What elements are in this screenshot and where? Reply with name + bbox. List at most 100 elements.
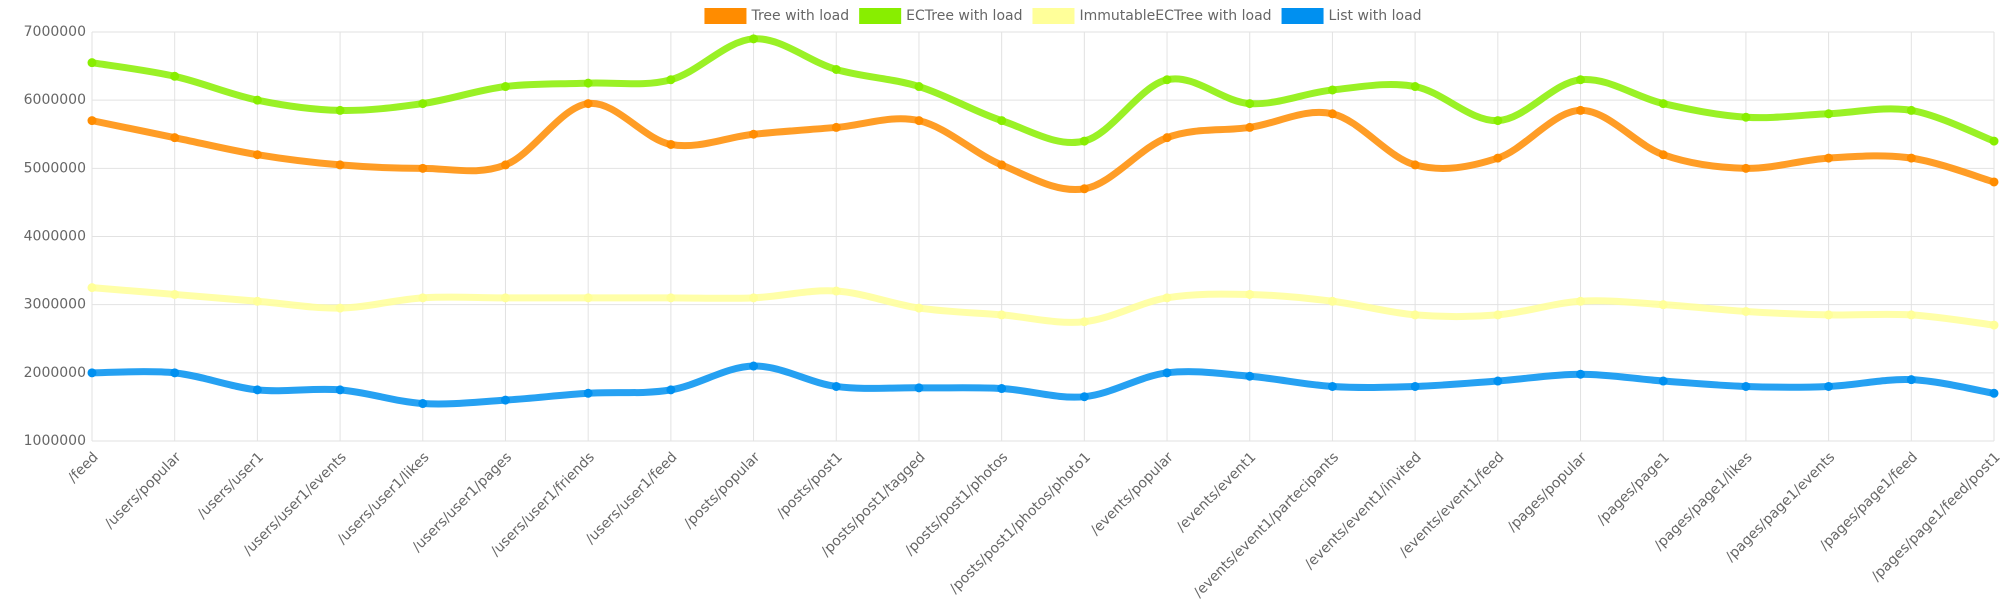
data-point bbox=[1741, 163, 1751, 173]
data-point bbox=[1989, 177, 1999, 187]
data-point bbox=[1576, 369, 1586, 379]
data-point bbox=[1493, 376, 1503, 386]
data-point bbox=[1410, 381, 1420, 391]
data-point bbox=[1824, 381, 1834, 391]
data-point bbox=[1989, 136, 1999, 146]
x-tick-label: /users/user1/likes bbox=[334, 449, 432, 547]
data-point bbox=[1824, 109, 1834, 119]
data-point bbox=[500, 395, 510, 405]
data-point bbox=[170, 133, 180, 143]
y-tick-label: 2000000 bbox=[24, 365, 86, 381]
legend-label: ECTree with load bbox=[906, 8, 1022, 24]
data-point bbox=[1576, 105, 1586, 115]
data-point bbox=[1245, 99, 1255, 109]
data-point bbox=[583, 78, 593, 88]
data-point bbox=[170, 289, 180, 299]
data-point bbox=[1493, 116, 1503, 126]
legend-swatch bbox=[1032, 8, 1075, 24]
data-point bbox=[1493, 310, 1503, 320]
data-point bbox=[1741, 112, 1751, 122]
x-tick-label: /pages/page1 bbox=[1594, 449, 1673, 528]
series-line bbox=[91, 362, 1995, 408]
legend-item: ECTree with load bbox=[859, 8, 1022, 24]
data-point bbox=[1658, 150, 1668, 160]
legend-label: ImmutableECTree with load bbox=[1079, 8, 1271, 24]
y-tick-label: 1000000 bbox=[24, 433, 86, 449]
x-tick-label: /events/event1 bbox=[1174, 449, 1260, 535]
x-tick-label: /posts/post1 bbox=[774, 449, 846, 521]
data-point bbox=[749, 293, 759, 303]
y-tick-label: 6000000 bbox=[24, 92, 86, 108]
y-tick-label: 7000000 bbox=[24, 24, 86, 40]
data-point bbox=[1079, 392, 1089, 402]
data-point bbox=[749, 129, 759, 139]
data-point bbox=[1658, 376, 1668, 386]
data-point bbox=[252, 150, 262, 160]
data-point bbox=[335, 385, 345, 395]
data-point bbox=[1079, 136, 1089, 146]
data-point bbox=[997, 310, 1007, 320]
data-point bbox=[1906, 310, 1916, 320]
data-point bbox=[418, 399, 428, 409]
data-point bbox=[583, 388, 593, 398]
data-point bbox=[1410, 160, 1420, 170]
y-tick-label: 5000000 bbox=[24, 160, 86, 176]
data-point bbox=[418, 163, 428, 173]
x-tick-label: /events/event1/partecipants bbox=[1191, 449, 1342, 600]
data-point bbox=[87, 368, 97, 378]
data-point bbox=[1989, 320, 1999, 330]
data-point bbox=[418, 293, 428, 303]
data-point bbox=[1741, 381, 1751, 391]
legend-label: Tree with load bbox=[750, 8, 849, 24]
data-point bbox=[1493, 153, 1503, 163]
data-point bbox=[583, 293, 593, 303]
data-point bbox=[1079, 317, 1089, 327]
data-point bbox=[252, 95, 262, 105]
data-point bbox=[1410, 310, 1420, 320]
x-tick-label: /users/user1/feed bbox=[583, 449, 681, 547]
data-point bbox=[500, 82, 510, 92]
series bbox=[87, 99, 1999, 194]
data-point bbox=[1658, 99, 1668, 109]
legend-swatch bbox=[1281, 8, 1324, 24]
data-point bbox=[1658, 300, 1668, 310]
data-point bbox=[583, 99, 593, 109]
data-point bbox=[1906, 105, 1916, 115]
x-tick-label: /events/popular bbox=[1088, 449, 1177, 538]
data-point bbox=[666, 75, 676, 85]
series-line bbox=[91, 100, 1995, 194]
data-point bbox=[914, 383, 924, 393]
legend-item: List with load bbox=[1281, 8, 1422, 24]
data-point bbox=[914, 82, 924, 92]
series bbox=[87, 361, 1999, 409]
data-point bbox=[831, 381, 841, 391]
data-point bbox=[666, 385, 676, 395]
data-point bbox=[170, 71, 180, 81]
data-point bbox=[500, 160, 510, 170]
data-point bbox=[1245, 122, 1255, 132]
legend-label: List with load bbox=[1329, 8, 1422, 24]
x-tick-label: /posts/post1/photos/photo1 bbox=[947, 449, 1094, 596]
data-point bbox=[500, 293, 510, 303]
data-point bbox=[87, 283, 97, 293]
data-point bbox=[914, 116, 924, 126]
y-tick-label: 3000000 bbox=[24, 297, 86, 313]
data-point bbox=[1079, 184, 1089, 194]
data-point bbox=[831, 122, 841, 132]
series-line bbox=[91, 35, 1996, 146]
legend-swatch bbox=[859, 8, 902, 24]
data-point bbox=[1327, 85, 1337, 95]
data-point bbox=[997, 116, 1007, 126]
y-tick-label: 4000000 bbox=[24, 229, 86, 245]
data-point bbox=[1162, 75, 1172, 85]
data-point bbox=[831, 286, 841, 296]
data-point bbox=[1989, 388, 1999, 398]
data-point bbox=[1327, 296, 1337, 306]
data-point bbox=[335, 160, 345, 170]
data-point bbox=[1162, 368, 1172, 378]
data-point bbox=[997, 160, 1007, 170]
data-point bbox=[831, 64, 841, 74]
data-point bbox=[87, 58, 97, 68]
data-point bbox=[1245, 289, 1255, 299]
